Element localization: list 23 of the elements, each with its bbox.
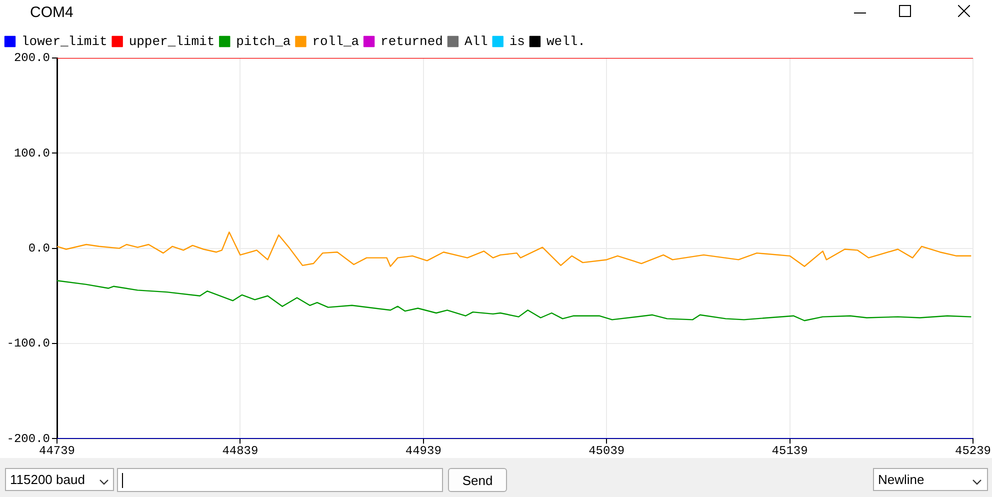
text: COM4 <box>30 4 74 21</box>
x-tick-label: 44839 <box>222 444 258 458</box>
legend-label: upper_limit <box>128 34 215 49</box>
legend-label: is <box>509 34 525 49</box>
y-tick-label: -100.0 <box>6 336 50 351</box>
legend-label: All <box>464 34 488 49</box>
x-tick-label: 44939 <box>405 444 442 458</box>
y-tick-label: 200.0 <box>14 51 50 66</box>
legend-label: pitch_a <box>236 34 291 49</box>
text: Send <box>448 468 507 492</box>
legend-label: lower_limit <box>22 34 108 49</box>
legend-label: returned <box>380 34 443 49</box>
y-tick-label: 0.0 <box>28 241 50 256</box>
legend-label: well. <box>546 34 586 49</box>
x-tick-label: 45239 <box>954 444 992 458</box>
y-tick-label: -200.0 <box>6 432 50 446</box>
x-tick-label: 44739 <box>38 444 76 458</box>
legend-label: roll_a <box>312 34 360 49</box>
y-tick-label: 100.0 <box>14 146 50 160</box>
text: 115200 baud <box>5 468 114 491</box>
text: Newline <box>873 468 988 491</box>
x-tick-label: 45039 <box>588 444 625 458</box>
x-tick-label: 45139 <box>772 444 808 458</box>
